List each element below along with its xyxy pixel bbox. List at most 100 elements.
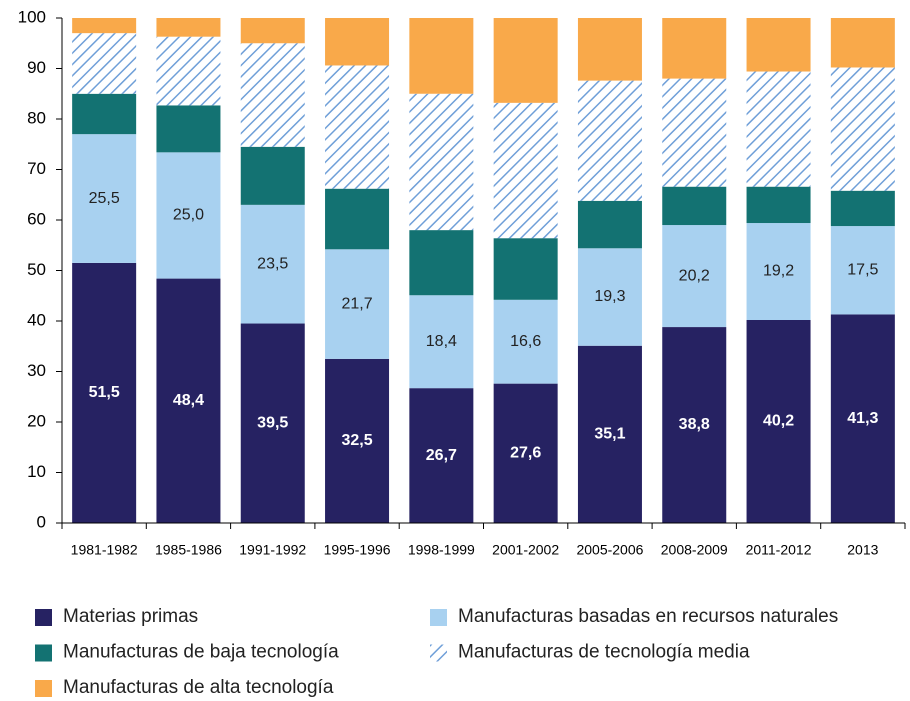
value-label: 19,3 (594, 288, 625, 305)
bar-segment (72, 93, 137, 135)
y-tick-label: 20 (27, 411, 46, 430)
bar-segment (493, 102, 558, 239)
bar-segment (156, 152, 221, 279)
y-tick-label: 90 (27, 58, 46, 77)
bar-segment (240, 323, 305, 523)
y-tick-label: 10 (27, 462, 46, 481)
bar-segment (830, 18, 895, 68)
bar-segment (577, 248, 642, 346)
x-tick-label: 1998-1999 (408, 542, 475, 558)
bar-segment (493, 238, 558, 300)
x-tick-label: 1981-1982 (71, 542, 138, 558)
legend-swatch (430, 609, 447, 626)
legend-label: Manufacturas de baja tecnología (63, 642, 339, 663)
bar-segment (746, 18, 811, 72)
bar-segment (156, 18, 221, 37)
bar-segment (240, 146, 305, 205)
bar-segment (493, 18, 558, 103)
value-label: 40,2 (763, 413, 794, 430)
value-label: 25,0 (173, 207, 204, 224)
bar-segment (577, 200, 642, 249)
value-label: 51,5 (89, 384, 120, 401)
x-tick-label: 2005-2006 (576, 542, 643, 558)
bar-segment (325, 65, 390, 189)
value-label: 48,4 (173, 392, 204, 409)
value-label: 17,5 (847, 261, 878, 278)
bar-segment (577, 18, 642, 81)
bar-segment (409, 230, 474, 296)
bar-segment (240, 18, 305, 44)
y-tick-label: 70 (27, 159, 46, 178)
bar-segment (577, 80, 642, 201)
y-tick-label: 40 (27, 310, 46, 329)
x-tick-label: 2013 (847, 542, 878, 558)
bar-segment (409, 388, 474, 523)
bar-segment (156, 36, 221, 106)
bar-segment (325, 18, 390, 66)
y-tick-label: 100 (18, 7, 46, 26)
bar-segment (409, 93, 474, 231)
x-tick-label: 1995-1996 (324, 542, 391, 558)
y-tick-label: 50 (27, 260, 46, 279)
legend-label: Materias primas (63, 606, 198, 627)
y-tick-label: 30 (27, 361, 46, 380)
legend-label: Manufacturas de tecnología media (458, 642, 750, 663)
x-tick-label: 2011-2012 (746, 542, 812, 558)
legend-swatch (35, 644, 52, 662)
y-tick-label: 60 (27, 209, 46, 228)
value-label: 20,2 (679, 267, 710, 284)
bar-segment (409, 295, 474, 389)
value-label: 23,5 (257, 255, 288, 272)
bar-segment (662, 186, 727, 226)
bar-segment (830, 314, 895, 523)
value-label: 21,7 (341, 295, 372, 312)
bar-segment (72, 18, 137, 34)
bar-segment (156, 105, 221, 153)
value-label: 32,5 (341, 432, 372, 449)
legend-label: Manufacturas de alta tecnología (63, 677, 334, 698)
bar-segment (72, 33, 137, 94)
bar-segment (409, 18, 474, 94)
bar-segment (325, 358, 390, 523)
bar-segment (325, 249, 390, 359)
value-label: 38,8 (679, 416, 710, 433)
bar-segment (746, 186, 811, 224)
bar-segment (662, 78, 727, 187)
bar-segment (746, 223, 811, 320)
bar-segment (240, 204, 305, 324)
bar-segment (662, 225, 727, 328)
value-label: 19,2 (763, 263, 794, 280)
legend-swatch (430, 644, 447, 662)
bar-segment (662, 18, 727, 79)
bar-segment (156, 278, 221, 523)
value-label: 16,6 (510, 333, 541, 350)
x-tick-label: 2008-2009 (661, 542, 728, 558)
bar-segment (830, 190, 895, 227)
bar-segment (662, 327, 727, 523)
value-label: 39,5 (257, 414, 288, 431)
value-label: 41,3 (847, 410, 878, 427)
value-label: 25,5 (89, 190, 120, 207)
y-tick-label: 80 (27, 108, 46, 127)
bar-segment (746, 71, 811, 187)
bar-segment (577, 345, 642, 523)
x-tick-label: 1985-1986 (155, 542, 222, 558)
bar-segment (493, 383, 558, 523)
bar-segment (830, 67, 895, 191)
legend-label: Manufacturas basadas en recursos natural… (458, 606, 838, 627)
legend-swatch (35, 609, 52, 626)
value-label: 26,7 (426, 447, 457, 464)
bar-segment (240, 43, 305, 147)
bar-segment (746, 319, 811, 523)
y-tick-label: 0 (37, 512, 46, 531)
x-tick-label: 2001-2002 (492, 542, 559, 558)
bar-segment (325, 188, 390, 250)
value-label: 18,4 (426, 333, 457, 350)
value-label: 35,1 (594, 426, 625, 443)
bar-segment (72, 134, 137, 263)
legend-swatch (35, 680, 52, 697)
bar-segment (72, 262, 137, 523)
value-label: 27,6 (510, 445, 541, 462)
bar-segment (493, 299, 558, 384)
